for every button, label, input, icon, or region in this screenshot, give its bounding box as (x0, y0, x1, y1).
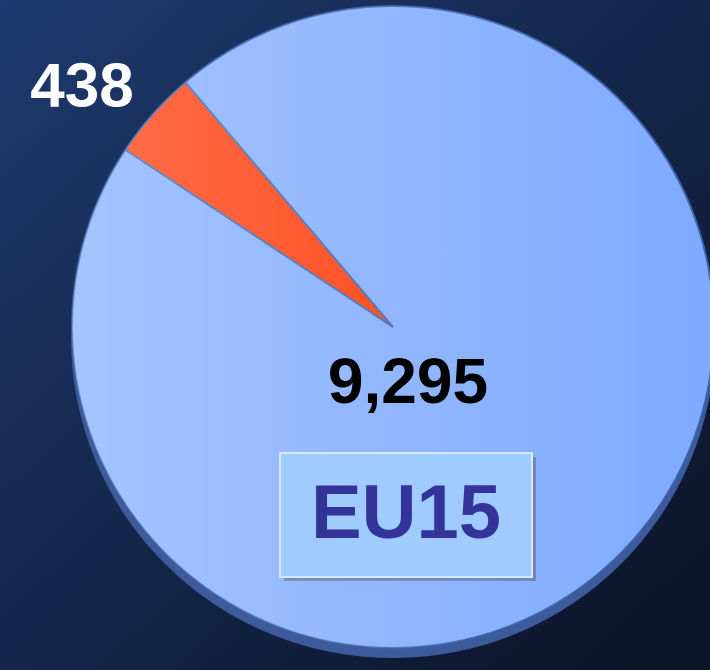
category-box (279, 452, 533, 578)
value-label: 9,295 (328, 345, 488, 417)
category-label: EU15 (311, 470, 501, 555)
value-label: 438 (30, 51, 133, 120)
